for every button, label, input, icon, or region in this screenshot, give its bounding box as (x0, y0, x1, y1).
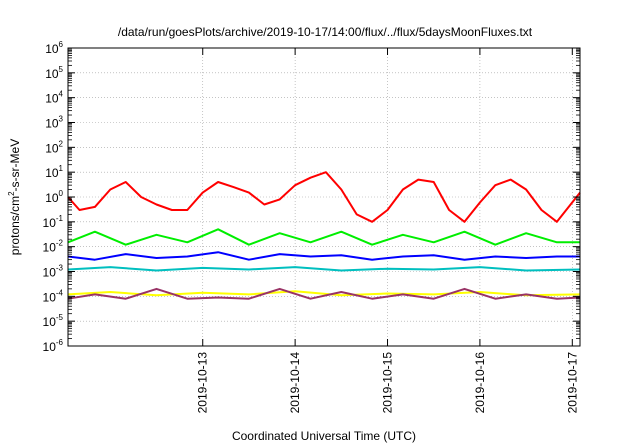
y-tick-exponent: 0 (59, 189, 64, 198)
y-tick-exponent: 4 (59, 90, 64, 99)
grid (68, 48, 580, 346)
y-label-part: -s-sr-MeV (8, 139, 22, 192)
y-tick-base: 10 (45, 92, 59, 106)
y-tick-base: 10 (43, 315, 57, 329)
y-tick-base: 10 (45, 191, 59, 205)
y-tick-exponent: -4 (56, 288, 64, 297)
y-tick-label: 105 (45, 65, 63, 81)
x-axis-label: Coordinated Universal Time (UTC) (232, 429, 416, 443)
y-tick-base: 10 (43, 290, 57, 304)
y-tick-label: 10-1 (43, 214, 64, 230)
y-tick-base: 10 (43, 266, 57, 280)
x-tick-label: 2019-10-15 (381, 352, 395, 414)
y-tick-label: 102 (45, 139, 63, 155)
y-tick-base: 10 (45, 117, 59, 131)
y-tick-base: 10 (43, 241, 57, 255)
x-tick-label: 2019-10-14 (288, 352, 302, 414)
y-tick-label: 10-5 (43, 313, 64, 329)
series-line (67, 228, 580, 246)
y-axis: 10-610-510-410-310-210-11001011021031041… (43, 40, 580, 354)
y-tick-exponent: -5 (56, 313, 64, 322)
y-tick-base: 10 (45, 141, 59, 155)
y-axis-label: protons/cm2-s-sr-MeV (7, 139, 22, 255)
y-tick-exponent: 2 (59, 139, 64, 148)
x-tick-label: 2019-10-16 (473, 352, 487, 414)
y-tick-base: 10 (45, 166, 59, 180)
y-tick-label: 10-2 (43, 239, 64, 255)
y-tick-label: 10-6 (43, 338, 64, 354)
y-tick-label: 103 (45, 115, 63, 131)
series-line (67, 171, 581, 223)
y-label-superscript: 2 (7, 191, 16, 196)
y-tick-exponent: -2 (56, 239, 64, 248)
y-tick-base: 10 (45, 67, 59, 81)
y-tick-label: 106 (45, 40, 63, 56)
y-tick-label: 101 (45, 164, 63, 180)
x-tick-label: 2019-10-13 (196, 352, 210, 414)
chart-title: /data/run/goesPlots/archive/2019-10-17/1… (118, 25, 533, 39)
y-tick-exponent: 1 (59, 164, 64, 173)
y-tick-base: 10 (45, 42, 59, 56)
series-group (67, 171, 581, 300)
y-tick-label: 10-3 (43, 264, 64, 280)
y-tick-exponent: 3 (59, 115, 64, 124)
y-tick-exponent: -1 (56, 214, 64, 223)
x-axis: 2019-10-13 2019-10-14 2019-10-15 2019-10-16… (196, 48, 579, 414)
y-tick-exponent: 5 (59, 65, 64, 74)
series-line (67, 266, 581, 272)
series-line (67, 290, 581, 297)
y-tick-exponent: -3 (56, 264, 64, 273)
series-line (67, 251, 580, 261)
y-tick-label: 104 (45, 90, 63, 106)
y-tick-base: 10 (43, 340, 57, 354)
y-tick-label: 100 (45, 189, 63, 205)
series-line (67, 287, 581, 300)
y-tick-exponent: 6 (59, 40, 64, 49)
y-label-part: protons/cm (8, 196, 22, 255)
y-tick-exponent: -6 (56, 338, 64, 347)
x-tick-label: 2019-10-17 (565, 352, 579, 414)
y-tick-base: 10 (43, 216, 57, 230)
y-tick-label: 10-4 (43, 288, 64, 304)
